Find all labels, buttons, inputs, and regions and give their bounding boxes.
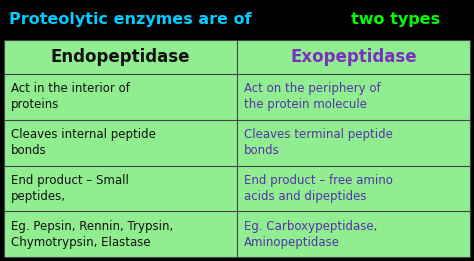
FancyBboxPatch shape [4,40,470,257]
Text: Cleaves terminal peptide
bonds: Cleaves terminal peptide bonds [244,128,393,157]
Text: Proteolytic enzymes are of: Proteolytic enzymes are of [9,12,258,27]
Text: End product – Small
peptides,: End product – Small peptides, [11,174,129,203]
Text: Endopeptidase: Endopeptidase [51,48,190,66]
Text: Eg. Pepsin, Rennin, Trypsin,
Chymotrypsin, Elastase: Eg. Pepsin, Rennin, Trypsin, Chymotrypsi… [11,220,173,249]
Text: Act on the periphery of
the protein molecule: Act on the periphery of the protein mole… [244,82,381,111]
Text: Exopeptidase: Exopeptidase [290,48,417,66]
Text: Cleaves internal peptide
bonds: Cleaves internal peptide bonds [11,128,156,157]
Text: Eg. Carboxypeptidase,
Aminopeptidase: Eg. Carboxypeptidase, Aminopeptidase [244,220,377,249]
Text: Act in the interior of
proteins: Act in the interior of proteins [11,82,130,111]
Text: two types: two types [351,12,440,27]
Text: End product – free amino
acids and dipeptides: End product – free amino acids and dipep… [244,174,393,203]
